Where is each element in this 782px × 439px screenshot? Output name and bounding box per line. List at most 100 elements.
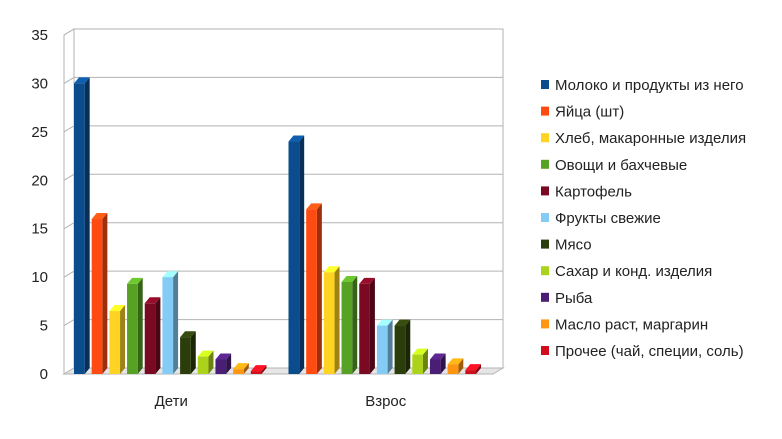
legend-item: Фрукты свежие bbox=[541, 210, 661, 227]
bar-side bbox=[299, 135, 305, 374]
bar-side bbox=[102, 213, 108, 374]
legend-swatch bbox=[541, 319, 549, 329]
legend-swatch bbox=[541, 346, 549, 355]
bar-side bbox=[155, 297, 161, 374]
bar-top bbox=[250, 365, 267, 372]
bar-front bbox=[465, 370, 476, 374]
bar-front bbox=[74, 83, 85, 374]
bar-top bbox=[429, 353, 446, 360]
y-tick-label: 5 bbox=[40, 318, 48, 335]
bar-top bbox=[127, 277, 143, 284]
legend-item: Сахар и конд. изделия bbox=[541, 263, 712, 280]
legend-item: Овощи и бахчевые bbox=[541, 157, 687, 174]
y-tick-label: 10 bbox=[31, 269, 48, 286]
bar bbox=[180, 331, 196, 374]
bar-side bbox=[369, 277, 375, 374]
x-category-label: Дети bbox=[155, 393, 188, 410]
legend-item: Рыба bbox=[541, 290, 593, 307]
bar-top bbox=[233, 363, 249, 370]
bar-side bbox=[137, 277, 143, 374]
bar bbox=[109, 305, 126, 374]
bar-front bbox=[215, 359, 227, 374]
legend-item: Мясо bbox=[541, 237, 592, 254]
bar-front bbox=[288, 141, 300, 374]
bar bbox=[412, 348, 428, 374]
bar-top bbox=[323, 266, 340, 273]
legend-label: Овощи и бахчевые bbox=[555, 157, 687, 174]
legend-swatch bbox=[541, 106, 549, 116]
legend-label: Мясо bbox=[555, 237, 592, 254]
bar-side bbox=[352, 275, 358, 374]
x-category-label: Взрос bbox=[365, 393, 407, 410]
bar bbox=[250, 365, 267, 374]
bar-side bbox=[405, 319, 411, 374]
bar-top bbox=[412, 348, 428, 355]
legend-swatch bbox=[541, 292, 549, 302]
grid-line bbox=[63, 76, 503, 84]
bar-front bbox=[144, 303, 156, 374]
bar-side bbox=[208, 350, 214, 374]
bar-side bbox=[334, 266, 340, 374]
x-category-labels: Дети Взрос bbox=[155, 393, 407, 410]
legend-item: Молоко и продукты из него bbox=[541, 77, 744, 94]
bar-top bbox=[359, 277, 375, 284]
y-tick-labels: 0 5 10 15 20 25 30 35 bbox=[31, 27, 48, 383]
bar bbox=[162, 271, 179, 374]
bar-top bbox=[376, 319, 393, 326]
bar-top bbox=[465, 364, 481, 371]
bar-top bbox=[288, 135, 305, 142]
bar-top bbox=[144, 297, 161, 304]
bar-side bbox=[316, 203, 322, 374]
legend-swatch bbox=[541, 239, 549, 249]
bar-side bbox=[226, 353, 232, 374]
bar-side bbox=[190, 331, 196, 374]
legend-label: Фрукты свежие bbox=[555, 210, 661, 227]
bar-side bbox=[120, 305, 126, 374]
legend-label: Рыба bbox=[555, 290, 593, 307]
bar-top bbox=[447, 358, 464, 365]
bar bbox=[359, 277, 375, 374]
bar-front bbox=[109, 311, 121, 374]
bar-top bbox=[74, 77, 90, 84]
bar bbox=[215, 353, 232, 374]
y-tick-label: 35 bbox=[31, 27, 48, 44]
bar-front bbox=[250, 371, 262, 374]
legend-swatch bbox=[541, 186, 549, 196]
bar-side bbox=[387, 319, 393, 374]
bar-front bbox=[341, 281, 353, 374]
bar bbox=[394, 319, 411, 374]
bar-front bbox=[394, 325, 406, 374]
legend-label: Молоко и продукты из него bbox=[555, 77, 744, 94]
bars bbox=[74, 77, 481, 374]
bar-front bbox=[162, 277, 174, 374]
bar-side bbox=[261, 365, 267, 374]
bar-side bbox=[84, 77, 90, 374]
bar-top bbox=[162, 271, 179, 278]
bar bbox=[323, 266, 340, 374]
legend-label: Прочее (чай, специи, соль) bbox=[555, 343, 744, 360]
bar-front bbox=[412, 354, 423, 374]
y-tick-label: 20 bbox=[31, 172, 48, 189]
bar bbox=[429, 353, 446, 374]
y-tick-label: 0 bbox=[40, 366, 48, 383]
bar-side bbox=[440, 353, 446, 374]
bar-front bbox=[180, 337, 191, 374]
bar-front bbox=[359, 283, 370, 374]
legend: Молоко и продукты из него Яйца (шт) Хлеб, … bbox=[541, 77, 746, 360]
bar-top bbox=[91, 213, 108, 220]
bar-top bbox=[180, 331, 196, 338]
legend-label: Масло раст, маргарин bbox=[555, 316, 708, 333]
bar-top bbox=[394, 319, 411, 326]
bar-front bbox=[91, 219, 103, 374]
bar-front bbox=[447, 364, 459, 374]
bar-side bbox=[243, 363, 249, 374]
legend-swatch bbox=[541, 266, 549, 276]
grid-line bbox=[63, 28, 503, 36]
legend-label: Яйца (шт) bbox=[555, 104, 624, 121]
bar bbox=[197, 350, 214, 374]
y-tick-label: 30 bbox=[31, 75, 48, 92]
bar-top bbox=[215, 353, 232, 360]
bar-front bbox=[233, 369, 244, 374]
bar-top bbox=[306, 203, 322, 210]
